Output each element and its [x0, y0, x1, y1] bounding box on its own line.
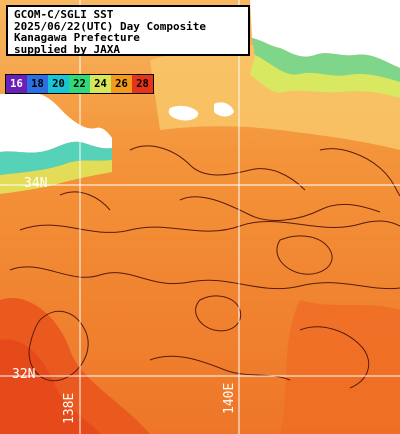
title-box: GCOM-C/SGLI SST 2025/06/22(UTC) Day Comp… [6, 5, 250, 56]
scale-label-16: 16 [6, 75, 27, 93]
scale-label-26: 26 [111, 75, 132, 93]
scale-label-22: 22 [69, 75, 90, 93]
land-mass-northeast [250, 0, 400, 68]
coastal-water-northwest [0, 141, 112, 175]
title-line-2: 2025/06/22(UTC) Day Composite [14, 19, 207, 33]
coastal-yellow-water [250, 55, 400, 98]
land-islet-2 [214, 102, 234, 117]
coastal-green-water [252, 38, 400, 82]
land-mass-northwest [0, 94, 112, 153]
latitude-label-34n: 34N [24, 176, 48, 191]
scale-label-18: 18 [27, 75, 48, 93]
scale-label-24: 24 [90, 75, 111, 93]
title-line-4: supplied by JAXA [14, 42, 120, 56]
scale-label-20: 20 [48, 75, 69, 93]
longitude-label-138e: 138E [62, 392, 77, 424]
latitude-label-32n: 32N [12, 367, 36, 382]
scale-label-28: 28 [132, 75, 153, 93]
title-line-1: GCOM-C/SGLI SST [14, 8, 114, 21]
land-islet [168, 105, 199, 121]
sst-contours [9, 145, 400, 389]
warm-water-east [280, 300, 400, 434]
longitude-label-140e: 140E [222, 382, 237, 414]
title-line-3: Kanagawa Prefecture [14, 31, 140, 44]
warm-water-core [0, 339, 100, 434]
temperature-color-scale: 16 18 20 22 24 26 28 [5, 74, 154, 94]
